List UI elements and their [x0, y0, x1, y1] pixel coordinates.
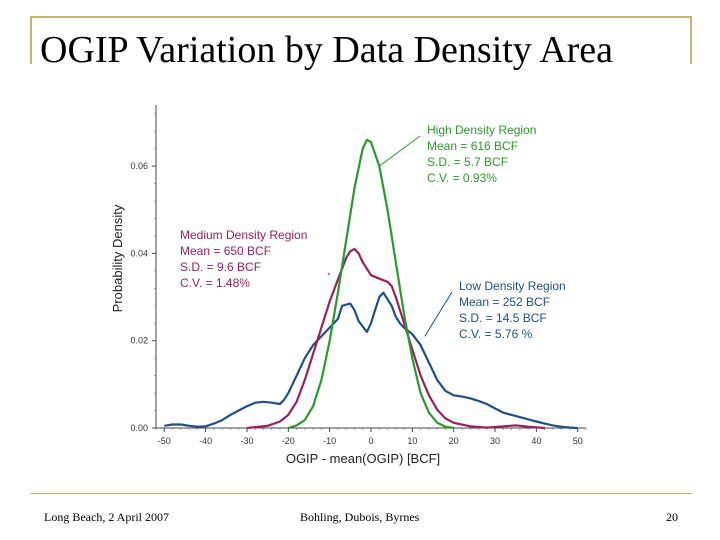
high-density-annotation-line: S.D. = 5.7 BCF — [427, 155, 508, 169]
footer-authors: Bohling, Dubois, Byrnes — [300, 510, 420, 524]
x-tick-label: 0 — [368, 436, 373, 446]
medium-density-annotation-leader — [327, 272, 331, 276]
slide-frame-top — [30, 16, 692, 18]
x-tick-label: -20 — [282, 436, 295, 446]
medium-density-curve — [246, 247, 545, 430]
x-tick-label: 50 — [573, 436, 583, 446]
y-axis-label: Probability Density — [110, 204, 125, 312]
x-tick-label: -10 — [323, 436, 336, 446]
x-tick-label: -50 — [158, 436, 171, 446]
x-tick-label: 40 — [531, 436, 541, 446]
y-tick-label: 0.04 — [130, 248, 148, 258]
low-density-annotation-leader — [424, 291, 453, 337]
y-tick-label: 0.06 — [130, 161, 148, 171]
low-density-annotation-line: Mean = 252 BCF — [459, 295, 550, 309]
high-density-curve — [287, 138, 454, 430]
footer-venue-date: Long Beach, 2 April 2007 — [44, 510, 169, 524]
x-tick-label: -40 — [199, 436, 212, 446]
medium-density-annotation-line: S.D. = 9.6 BCF — [180, 260, 261, 274]
high-density-annotation-leader — [378, 135, 421, 167]
high-density-annotation-line: C.V. = 0.93% — [427, 171, 497, 185]
x-axis-label: OGIP - mean(OGIP) [BCF] — [286, 451, 440, 466]
high-density-annotation-line: Mean = 616 BCF — [427, 139, 518, 153]
slide-frame-right — [690, 16, 692, 64]
medium-density-annotation-line: Mean = 650 BCF — [180, 244, 271, 258]
low-density-annotation-line: C.V. = 5.76 % — [459, 327, 533, 341]
high-density-annotation-line: High Density Region — [427, 123, 536, 137]
low-density-annotation-line: S.D. = 14.5 BCF — [459, 311, 547, 325]
x-tick-label: 10 — [407, 436, 417, 446]
slide-frame-left — [30, 16, 32, 64]
y-tick-label: 0.00 — [130, 423, 148, 433]
low-density-curve — [164, 291, 578, 430]
slide-title: OGIP Variation by Data Density Area — [40, 29, 614, 71]
medium-density-annotation-line: C.V. = 1.48% — [180, 276, 250, 290]
footer-page-number: 20 — [666, 510, 678, 524]
footer-rule — [30, 493, 692, 494]
x-tick-label: 20 — [449, 436, 459, 446]
low-density-annotation-line: Low Density Region — [459, 279, 566, 293]
medium-density-annotation-line: Medium Density Region — [180, 228, 307, 242]
x-tick-label: 30 — [490, 436, 500, 446]
x-tick-label: -30 — [240, 436, 253, 446]
y-tick-label: 0.02 — [130, 336, 148, 346]
